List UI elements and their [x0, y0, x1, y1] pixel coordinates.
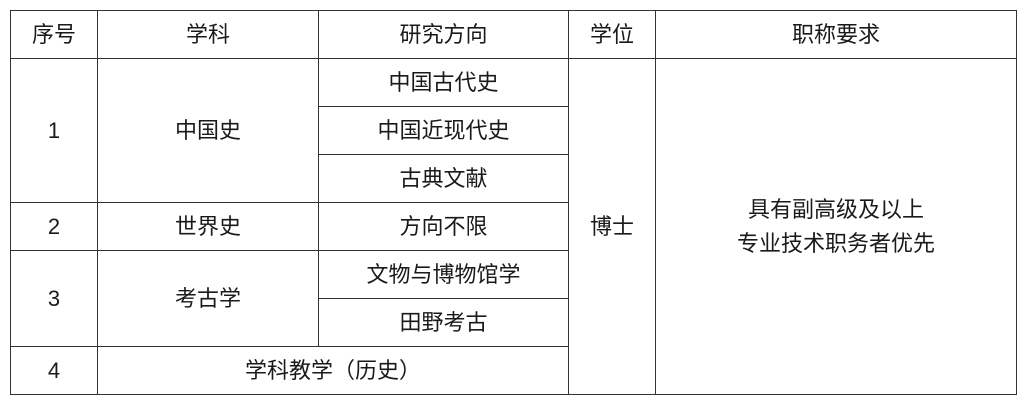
- direction-cell: 中国古代史: [318, 58, 569, 107]
- header-subject: 学科: [97, 10, 319, 59]
- table-row: 1 中国史 中国古代史 博士 具有副高级及以上 专业技术职务者优先: [10, 58, 1017, 395]
- index-cell: 4: [10, 346, 98, 395]
- direction-cell: 中国近现代史: [318, 106, 569, 155]
- direction-cell: 田野考古: [318, 298, 569, 347]
- direction-cell: 方向不限: [318, 202, 569, 251]
- direction-cell: 文物与博物馆学: [318, 250, 569, 299]
- table-row: 田野考古: [11, 298, 1017, 347]
- degree-cell: 博士: [568, 58, 656, 395]
- title-requirement-line: 专业技术职务者优先: [736, 230, 935, 256]
- table-row: 4 学科教学（历史）: [10, 346, 1017, 395]
- header-direction: 研究方向: [318, 10, 569, 59]
- subject-cell: 世界史: [97, 202, 319, 251]
- header-title-requirement: 职称要求: [655, 10, 1017, 59]
- title-requirement-cell: 具有副高级及以上 专业技术职务者优先: [655, 58, 1017, 395]
- title-requirement-line: 具有副高级及以上: [747, 196, 924, 222]
- subject-cell: 考古学: [97, 250, 319, 347]
- index-cell: 1: [10, 58, 98, 203]
- table-row: 中国近现代史: [11, 106, 1017, 155]
- recruitment-table: 序号 学科 研究方向 学位 职称要求 1 中国史 中国古代史 博士 具有副高级及…: [10, 10, 1017, 395]
- direction-cell: 古典文献: [318, 154, 569, 203]
- header-row: 序号 学科 研究方向 学位 职称要求: [10, 10, 1017, 59]
- header-index: 序号: [10, 10, 98, 59]
- subject-cell: 中国史: [97, 58, 319, 203]
- index-cell: 3: [10, 250, 98, 347]
- subject-direction-cell: 学科教学（历史）: [97, 346, 569, 395]
- table-row: 3 考古学 文物与博物馆学: [10, 250, 1017, 347]
- table-row: 古典文献: [11, 154, 1017, 203]
- header-degree: 学位: [568, 10, 656, 59]
- index-cell: 2: [10, 202, 98, 251]
